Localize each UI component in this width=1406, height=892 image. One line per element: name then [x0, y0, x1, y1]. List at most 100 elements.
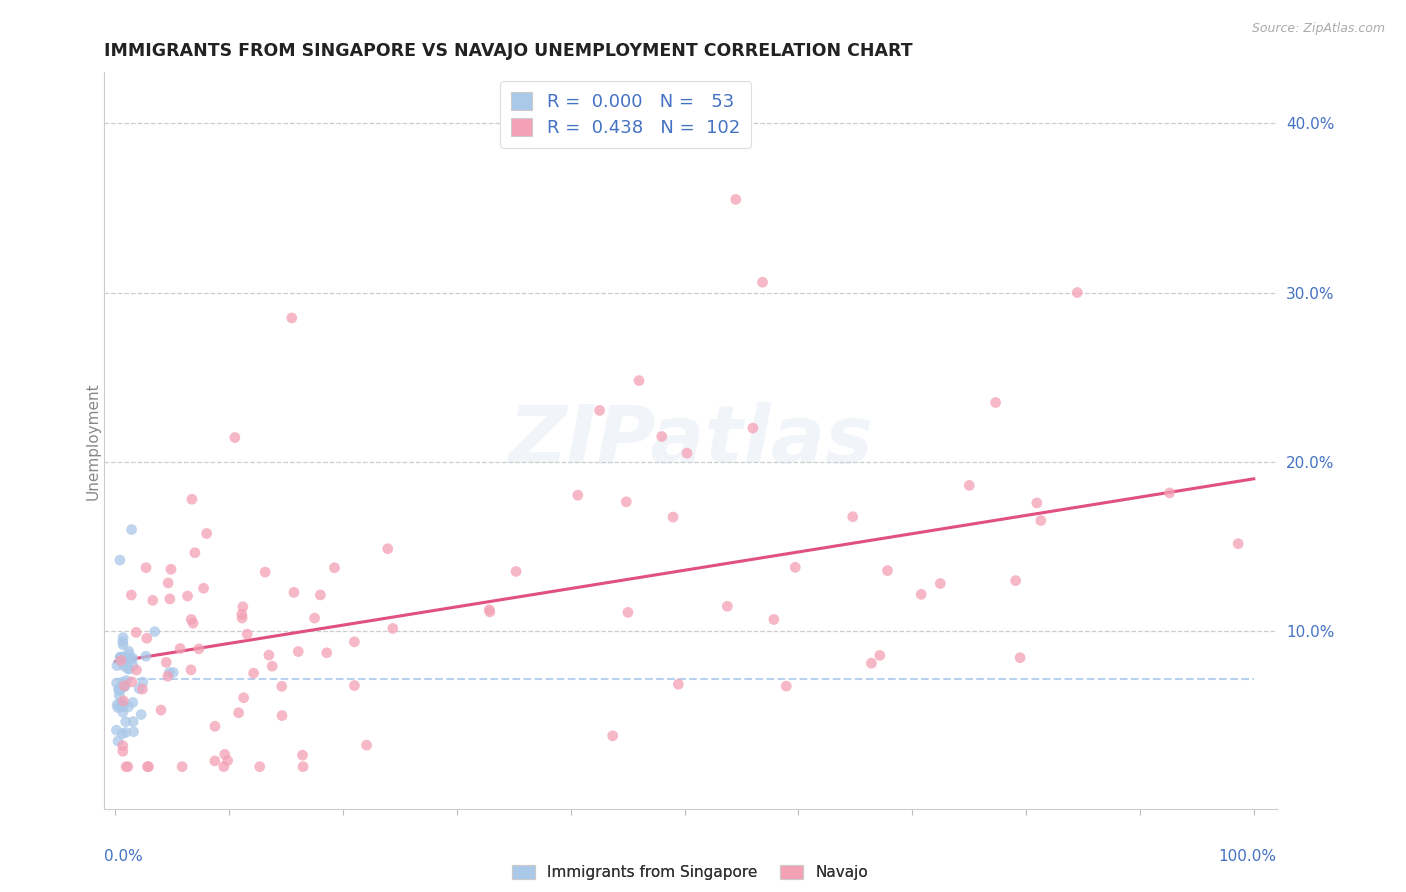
Point — [105, 658, 128, 673]
Point — [129, 707, 152, 722]
Point — [111, 705, 134, 719]
Point — [117, 699, 139, 714]
Point — [262, 659, 284, 673]
Point — [478, 602, 501, 616]
Legend: Immigrants from Singapore, Navajo: Immigrants from Singapore, Navajo — [506, 859, 875, 886]
Point — [120, 588, 142, 602]
Point — [114, 725, 136, 739]
Point — [356, 738, 378, 752]
Point — [156, 669, 179, 683]
Point — [242, 666, 264, 681]
Point — [114, 714, 136, 729]
Point — [114, 652, 136, 666]
Point — [231, 607, 253, 622]
Point — [112, 659, 135, 673]
Point — [617, 606, 640, 620]
Point — [1159, 486, 1181, 500]
Point — [724, 193, 747, 207]
Point — [775, 679, 797, 693]
Point — [662, 510, 685, 524]
Point — [323, 561, 346, 575]
Point — [505, 565, 527, 579]
Point — [107, 734, 129, 748]
Point — [122, 658, 145, 673]
Point — [742, 421, 765, 435]
Point — [143, 624, 166, 639]
Point — [125, 625, 148, 640]
Point — [249, 759, 271, 773]
Point — [651, 429, 673, 443]
Point — [111, 634, 134, 648]
Point — [111, 744, 134, 758]
Point — [110, 699, 132, 714]
Point — [193, 582, 215, 596]
Point — [105, 676, 128, 690]
Point — [111, 726, 134, 740]
Point — [114, 679, 136, 693]
Point — [157, 576, 180, 591]
Point — [121, 523, 143, 537]
Point — [120, 652, 142, 666]
Point — [224, 430, 246, 444]
Point — [184, 546, 207, 560]
Point — [108, 650, 131, 665]
Point — [666, 677, 689, 691]
Point — [118, 648, 141, 662]
Point — [254, 565, 277, 579]
Point — [176, 589, 198, 603]
Point — [105, 723, 128, 738]
Point — [716, 599, 738, 614]
Point — [195, 526, 218, 541]
Point — [957, 478, 980, 492]
Point — [111, 675, 134, 690]
Point — [135, 560, 157, 574]
Point — [283, 585, 305, 599]
Text: 0.0%: 0.0% — [104, 849, 142, 864]
Point — [231, 611, 253, 625]
Point — [187, 641, 209, 656]
Point — [110, 683, 132, 698]
Point — [121, 674, 143, 689]
Point — [614, 495, 637, 509]
Y-axis label: Unemployment: Unemployment — [86, 382, 100, 500]
Point — [876, 564, 898, 578]
Point — [125, 663, 148, 677]
Point — [381, 622, 404, 636]
Point — [627, 374, 650, 388]
Point — [159, 591, 181, 606]
Point — [841, 509, 863, 524]
Point — [122, 724, 145, 739]
Point — [217, 754, 239, 768]
Point — [214, 747, 236, 762]
Point — [257, 648, 280, 662]
Point — [181, 616, 204, 631]
Point — [172, 759, 194, 773]
Point — [478, 605, 501, 619]
Point — [111, 696, 134, 710]
Point — [110, 650, 132, 665]
Point — [108, 683, 131, 698]
Point — [149, 703, 172, 717]
Point — [232, 690, 254, 705]
Point — [112, 679, 135, 693]
Point — [162, 665, 184, 680]
Point — [169, 641, 191, 656]
Point — [138, 759, 160, 773]
Point — [121, 695, 143, 709]
Point — [676, 446, 699, 460]
Point — [112, 694, 135, 708]
Point — [785, 560, 807, 574]
Point — [762, 612, 785, 626]
Point — [117, 759, 139, 773]
Point — [1025, 496, 1047, 510]
Point — [112, 631, 135, 645]
Point — [135, 649, 157, 664]
Point — [228, 706, 250, 720]
Point — [270, 679, 292, 693]
Point — [112, 680, 135, 694]
Point — [1004, 574, 1026, 588]
Point — [118, 662, 141, 676]
Point — [117, 662, 139, 676]
Point — [860, 657, 883, 671]
Point — [131, 682, 153, 697]
